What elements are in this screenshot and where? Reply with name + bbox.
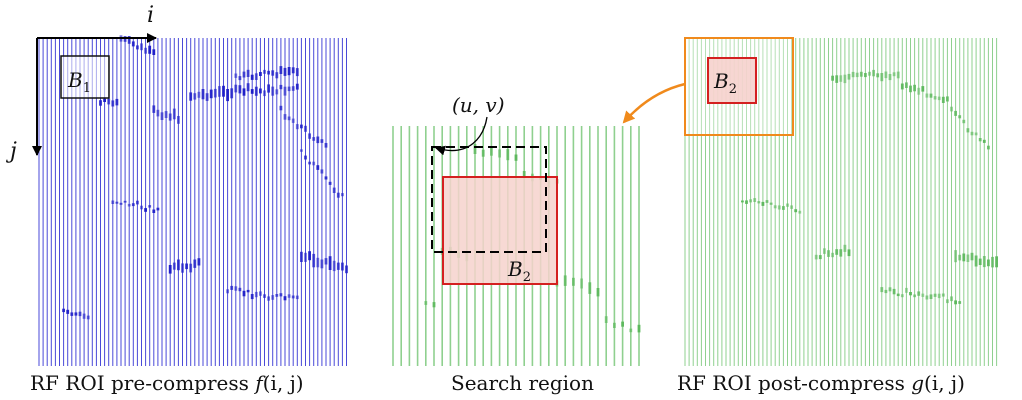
block-b2 [707, 57, 757, 104]
block-b2-search-label: B2 [507, 257, 531, 285]
pre-compress-panel: B1 i j RF ROI pre-compress f(i, j) [5, 3, 348, 395]
displaced-block-dashed [431, 146, 547, 253]
block-b2-search [442, 176, 558, 285]
zoom-arrow [622, 82, 686, 124]
block-b2-label: B2 [713, 69, 737, 97]
displacement-arrow [435, 116, 488, 156]
post-compress-caption: RF ROI post-compress g(i, j) [677, 371, 965, 395]
post-compress-panel: B2 RF ROI post-compress g(i, j) [622, 37, 998, 395]
block-b1 [60, 55, 110, 99]
pre-compress-caption: RF ROI pre-compress f(i, j) [30, 371, 304, 395]
axis-i-label: i [147, 3, 154, 28]
search-region-panel: B2 (u, v) Search region [392, 93, 641, 395]
displacement-label: (u, v) [452, 93, 505, 117]
post-compress-rf-lines [684, 38, 998, 366]
block-b1-label: B1 [67, 68, 91, 96]
post-compress-speckle [741, 69, 998, 305]
search-region-caption: Search region [451, 371, 594, 395]
axis-j-label: j [5, 139, 17, 164]
pre-compress-speckle [62, 35, 348, 320]
